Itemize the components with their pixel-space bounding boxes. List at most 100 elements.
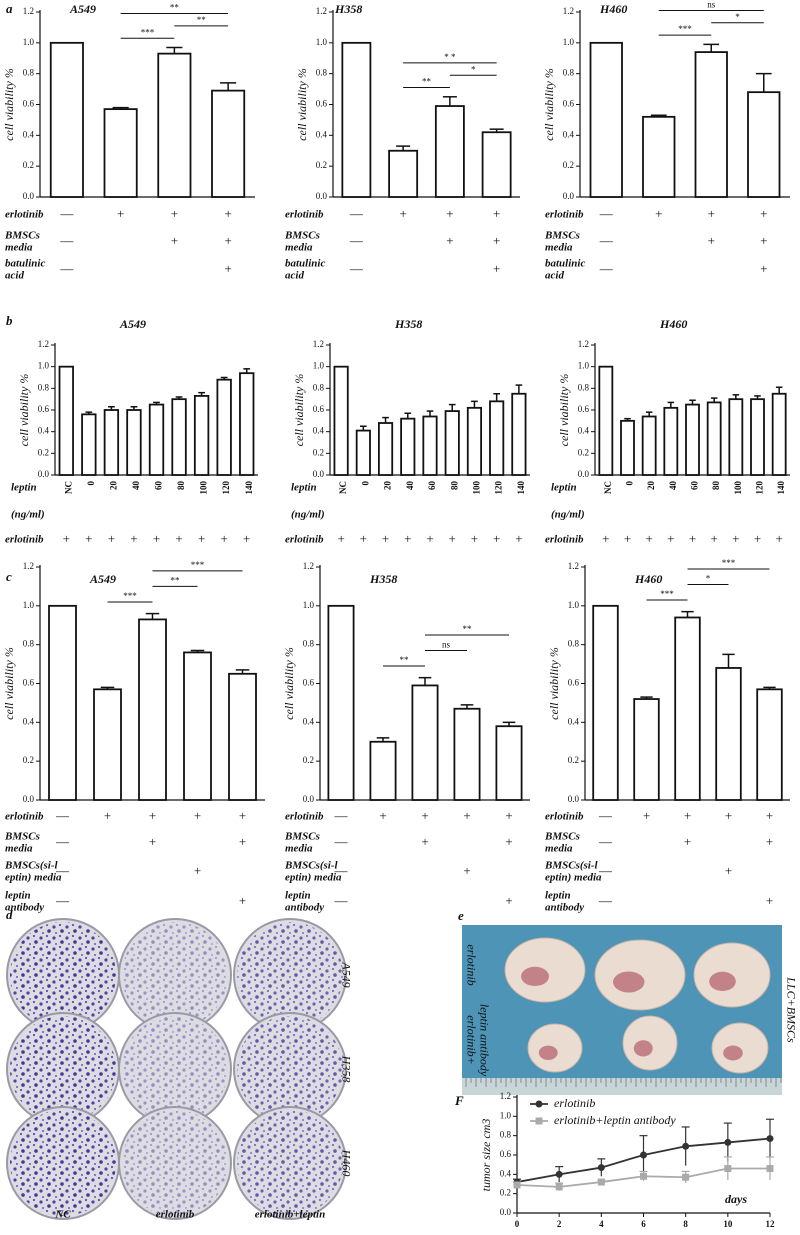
condition-name: BMSCs <box>284 230 320 242</box>
plate-colonies <box>10 922 116 1028</box>
dose-label: leptin <box>11 482 37 494</box>
bar <box>598 365 614 476</box>
condition-name: erlotinib <box>5 811 44 823</box>
condition-mark: — <box>55 863 70 878</box>
y-tick-label: 1.0 <box>563 37 575 47</box>
condition-mark: + <box>766 893 773 908</box>
condition-mark: + <box>85 531 92 546</box>
x-tick-label: 140 <box>244 481 254 495</box>
y-tick-label: 1.0 <box>38 361 50 371</box>
condition-mark: + <box>117 206 124 221</box>
y-tick-label: 0.8 <box>316 68 328 78</box>
y-tick-label: 1.0 <box>313 361 325 371</box>
y-tick-label: 0.0 <box>563 191 575 201</box>
bar <box>126 409 142 476</box>
legend-marker <box>535 1117 543 1125</box>
y-tick-label: 0.8 <box>563 68 575 78</box>
group-label: erlotinib+ <box>464 1015 478 1064</box>
bar <box>388 149 419 198</box>
chart-title: H358 <box>334 2 362 16</box>
tumor-patch <box>613 971 645 993</box>
condition-name: eptin) media <box>545 872 602 884</box>
bar <box>694 51 728 198</box>
bar <box>620 419 635 476</box>
x-tick-label: 40 <box>405 481 415 491</box>
condition-mark: — <box>59 206 74 221</box>
y-tick-label: 1.2 <box>316 6 327 16</box>
condition-mark: + <box>171 233 178 248</box>
bar <box>369 740 397 801</box>
bar <box>171 398 187 476</box>
y-tick-label: 0.2 <box>313 447 324 457</box>
condition-name: batulinic <box>285 258 325 270</box>
x-tick-label: 2 <box>557 1219 562 1229</box>
bar <box>674 616 701 801</box>
condition-mark: + <box>153 531 160 546</box>
y-tick-label: 0.0 <box>38 469 50 479</box>
y-tick-label: 0.2 <box>303 755 314 765</box>
bar <box>589 41 623 198</box>
condition-mark: + <box>104 808 111 823</box>
y-tick-label: 0.4 <box>23 129 35 139</box>
plate-colonies <box>122 922 228 1028</box>
y-tick-label: 1.2 <box>568 561 579 571</box>
significance-label: ** <box>171 575 181 585</box>
x-tick-label: 120 <box>494 481 504 495</box>
y-tick-label: 1.0 <box>23 37 35 47</box>
tumor-patch <box>538 1045 558 1061</box>
bar <box>341 41 372 198</box>
condition-name: erlotinib <box>545 534 584 546</box>
condition-mark: + <box>766 834 773 849</box>
photo-panels <box>6 918 782 1220</box>
condition-mark: + <box>404 531 411 546</box>
point <box>682 1173 690 1181</box>
condition-mark: + <box>194 808 201 823</box>
y-tick-label: 1.2 <box>303 561 314 571</box>
x-tick-label: 4 <box>599 1219 604 1229</box>
point <box>597 1178 605 1186</box>
x-tick-label: 100 <box>199 481 209 495</box>
bar <box>400 417 416 476</box>
y-tick-label: 0.0 <box>316 191 328 201</box>
condition-mark: + <box>149 834 156 849</box>
condition-mark: + <box>760 206 767 221</box>
bar <box>489 400 505 476</box>
bar <box>333 365 349 476</box>
condition-name: BMSCs(si-l <box>544 860 599 872</box>
tumor-patch <box>723 1045 743 1061</box>
y-axis-label: cell viability % <box>542 68 556 141</box>
significance-label: ** <box>197 15 207 25</box>
chart-title: H460 <box>634 572 662 586</box>
condition-mark: + <box>754 531 761 546</box>
y-tick-label: 1.2 <box>563 6 574 16</box>
bar <box>642 115 676 198</box>
group-label: erlotinib <box>464 944 478 985</box>
condition-mark: + <box>708 206 715 221</box>
y-tick-label: 1.0 <box>303 600 315 610</box>
y-tick-label: 1.2 <box>23 561 34 571</box>
plate-colonies <box>10 1110 116 1216</box>
significance-label: ns <box>707 0 716 10</box>
point <box>555 1170 563 1178</box>
y-tick-label: 1.2 <box>313 339 324 349</box>
group-label: leptin antibody <box>477 1004 491 1077</box>
y-axis-label: cell viability % <box>292 374 306 447</box>
condition-mark: + <box>108 531 115 546</box>
bar <box>771 392 787 476</box>
condition-mark: + <box>708 233 715 248</box>
condition-mark: — <box>599 261 614 276</box>
condition-name: leptin <box>285 890 311 902</box>
condition-mark: + <box>602 531 609 546</box>
x-tick-label: 20 <box>383 481 393 491</box>
y-tick-label: 0.0 <box>578 469 590 479</box>
condition-mark: — <box>349 261 364 276</box>
point <box>597 1164 605 1172</box>
y-tick-label: 0.8 <box>38 382 50 392</box>
condition-mark: + <box>198 531 205 546</box>
condition-mark: + <box>382 531 389 546</box>
condition-name: media <box>545 242 573 254</box>
panel-letter: a <box>6 1 13 16</box>
point <box>513 1181 521 1189</box>
plate-colonies <box>122 1016 228 1122</box>
condition-mark: + <box>379 808 386 823</box>
